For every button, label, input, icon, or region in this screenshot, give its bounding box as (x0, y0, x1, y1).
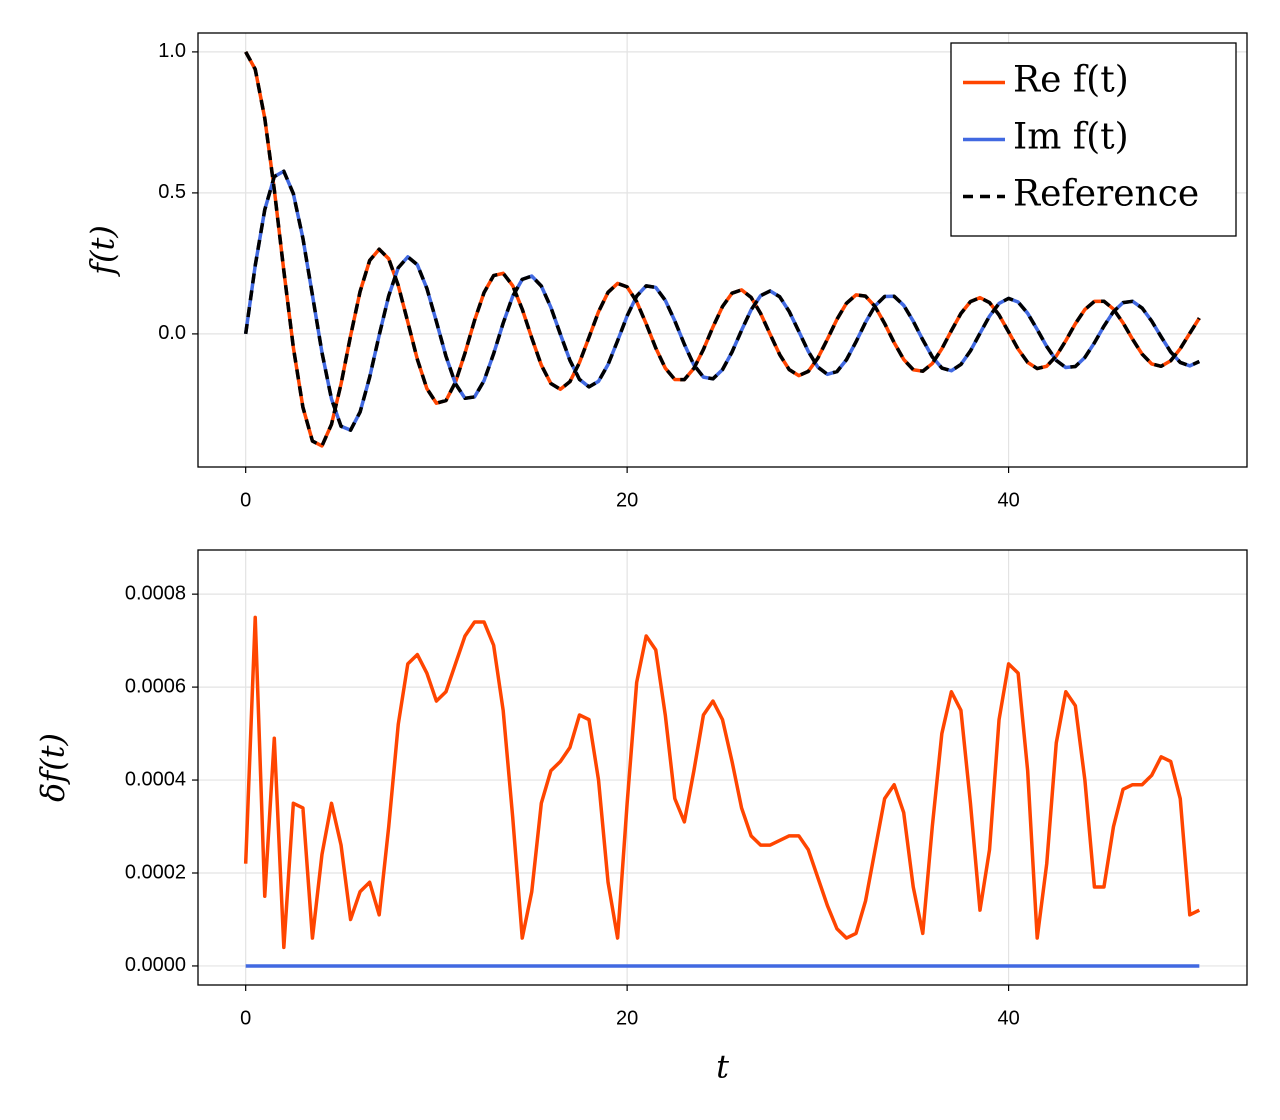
x-tick-label: 20 (616, 1007, 638, 1029)
y-axis-label: f(t) (84, 225, 122, 277)
series-line (243, 169, 1201, 432)
y-tick-label: 0.0000 (125, 954, 186, 976)
y-tick-label: 1.0 (158, 40, 186, 62)
y-tick-label: 0.0004 (125, 768, 186, 790)
x-tick-label: 40 (997, 1007, 1019, 1029)
legend-label: Reference (1013, 174, 1199, 215)
x-axis-label: t (716, 1048, 729, 1086)
x-tick-label: 0 (240, 1007, 251, 1029)
y-tick-label: 0.0002 (125, 861, 186, 883)
series-line (243, 615, 1201, 950)
legend-label: Re f(t) (1013, 60, 1129, 101)
y-tick-label: 0.5 (158, 181, 186, 203)
series-line (244, 51, 1201, 448)
x-tick-label: 20 (616, 489, 638, 511)
legend-label: Im f(t) (1013, 117, 1129, 158)
x-tick-label: 0 (240, 489, 251, 511)
x-tick-label: 40 (997, 489, 1019, 511)
plot-frame (197, 549, 1248, 986)
y-tick-label: 0.0 (158, 322, 186, 344)
y-tick-label: 0.0006 (125, 675, 186, 697)
y-tick-label: 0.0008 (125, 582, 186, 604)
plot-frame (197, 32, 1248, 468)
y-axis-label: δf(t) (34, 733, 72, 802)
